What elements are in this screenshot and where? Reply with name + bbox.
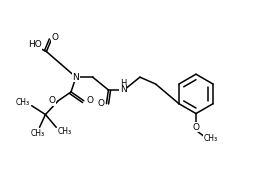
Text: O: O — [86, 96, 93, 105]
Text: CH₃: CH₃ — [16, 98, 30, 107]
Text: N: N — [120, 85, 127, 94]
Text: O: O — [97, 99, 104, 108]
Text: O: O — [193, 123, 199, 132]
Text: CH₃: CH₃ — [58, 127, 72, 136]
Text: H: H — [120, 79, 126, 88]
Text: HO: HO — [28, 40, 41, 49]
Text: O: O — [52, 33, 59, 42]
Text: CH₃: CH₃ — [204, 134, 218, 143]
Text: N: N — [73, 73, 79, 82]
Text: CH₃: CH₃ — [30, 129, 45, 138]
Text: O: O — [49, 96, 56, 105]
